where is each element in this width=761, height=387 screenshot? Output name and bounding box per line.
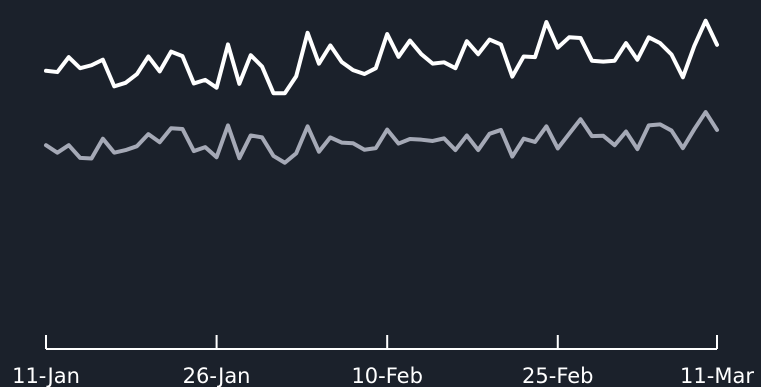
- x-tick-label: 26-Jan: [183, 364, 251, 387]
- series-layer: [44, 18, 719, 165]
- x-tick-label: 11-Mar: [680, 364, 754, 387]
- series-line-2: [44, 110, 719, 165]
- series-line-1: [44, 18, 719, 96]
- x-tick-label: 25-Feb: [522, 364, 593, 387]
- x-axis: 11-Jan 26-Jan 10-Feb 25-Feb 11-Mar: [12, 335, 754, 387]
- x-tick-label: 10-Feb: [351, 364, 422, 387]
- x-tick-label: 11-Jan: [12, 364, 80, 387]
